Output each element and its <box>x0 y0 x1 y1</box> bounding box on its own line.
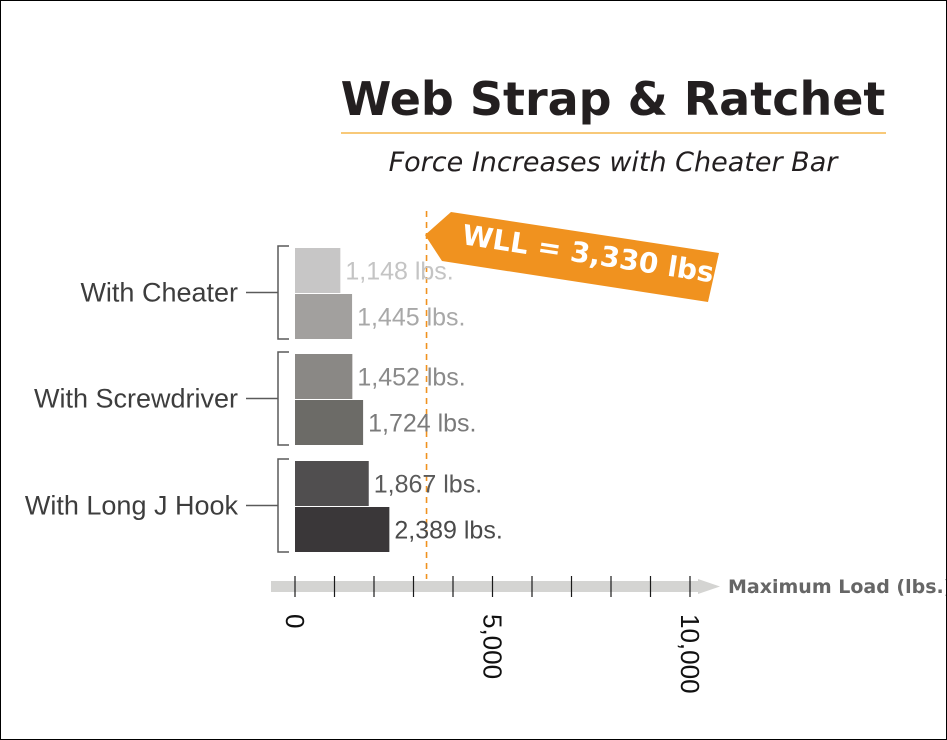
chart-title: Web Strap & Ratchet <box>341 72 886 126</box>
x-tick-label: 5,000 <box>478 614 508 679</box>
x-tick-label: 0 <box>280 614 310 628</box>
bar <box>295 248 341 293</box>
bar <box>295 507 390 552</box>
bar <box>295 400 364 445</box>
group-bracket <box>277 245 289 340</box>
bar-value-label: 1,867 lbs. <box>374 471 482 499</box>
chart-subtitle: Force Increases with Cheater Bar <box>389 147 840 178</box>
bar-value-label: 1,452 lbs. <box>357 364 465 392</box>
group-label: With Long J Hook <box>25 491 239 521</box>
bar <box>295 294 353 339</box>
group-label: With Screwdriver <box>34 384 238 414</box>
bar <box>295 354 353 399</box>
x-tick-label: 10,000 <box>675 614 705 694</box>
x-axis-arrow <box>698 579 720 594</box>
x-axis-band <box>271 581 699 592</box>
bar-value-label: 1,445 lbs. <box>357 304 465 332</box>
x-axis-label: Maximum Load (lbs.) <box>728 576 946 598</box>
bar-value-label: 2,389 lbs. <box>394 517 502 545</box>
bar-value-label: 1,724 lbs. <box>368 410 476 438</box>
bar-value-label: 1,148 lbs. <box>345 258 453 286</box>
wll-callout-arrow <box>425 212 719 302</box>
group-label: With Cheater <box>80 278 238 308</box>
group-bracket <box>277 351 289 446</box>
bar <box>295 461 369 506</box>
group-bracket <box>277 458 289 553</box>
